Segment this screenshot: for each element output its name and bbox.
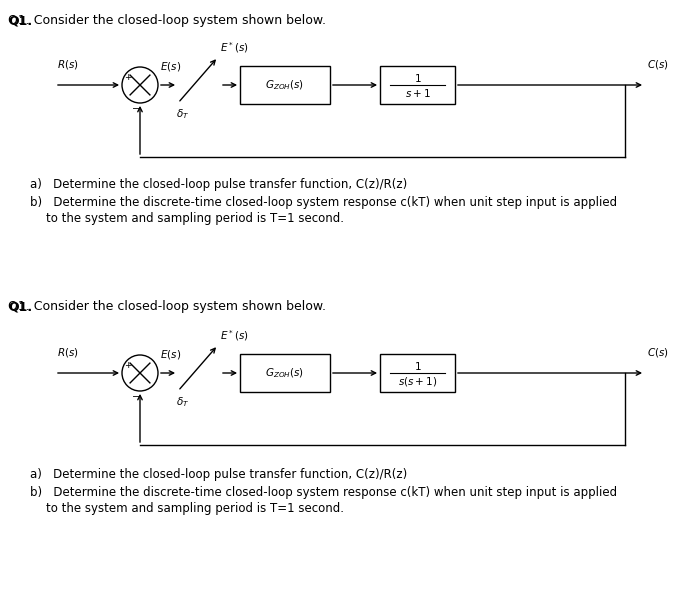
Text: b)   Determine the discrete-time closed-loop system response c(kT) when unit ste: b) Determine the discrete-time closed-lo… — [30, 486, 617, 499]
Text: b)   Determine the discrete-time closed-loop system response c(kT) when unit ste: b) Determine the discrete-time closed-lo… — [30, 196, 617, 209]
Text: to the system and sampling period is T=1 second.: to the system and sampling period is T=1… — [46, 212, 344, 225]
Text: $C(s)$: $C(s)$ — [647, 346, 668, 359]
Text: $E(s)$: $E(s)$ — [160, 348, 181, 361]
FancyBboxPatch shape — [380, 354, 455, 392]
Text: to the system and sampling period is T=1 second.: to the system and sampling period is T=1… — [46, 502, 344, 515]
FancyBboxPatch shape — [240, 354, 330, 392]
Text: $R(s)$: $R(s)$ — [57, 346, 79, 359]
Text: Q1. Consider the closed-loop system shown below.: Q1. Consider the closed-loop system show… — [8, 300, 326, 313]
Text: $s(s+1)$: $s(s+1)$ — [398, 375, 438, 388]
Text: $\delta_T$: $\delta_T$ — [176, 395, 189, 409]
Text: $C(s)$: $C(s)$ — [647, 58, 668, 71]
Text: $E(s)$: $E(s)$ — [160, 60, 181, 73]
Text: +: + — [124, 73, 132, 82]
Text: a)   Determine the closed-loop pulse transfer function, C(z)/R(z): a) Determine the closed-loop pulse trans… — [30, 178, 407, 191]
Text: $R(s)$: $R(s)$ — [57, 58, 79, 71]
Text: $E^*(s)$: $E^*(s)$ — [220, 40, 248, 55]
Text: −: − — [132, 104, 140, 114]
Text: a)   Determine the closed-loop pulse transfer function, C(z)/R(z): a) Determine the closed-loop pulse trans… — [30, 468, 407, 481]
FancyBboxPatch shape — [380, 66, 455, 104]
Text: $E^*(s)$: $E^*(s)$ — [220, 328, 248, 343]
FancyBboxPatch shape — [240, 66, 330, 104]
Text: $G_{ZOH}(s)$: $G_{ZOH}(s)$ — [265, 78, 304, 92]
Text: Q1.: Q1. — [8, 14, 32, 27]
Text: $1$: $1$ — [414, 360, 421, 372]
Text: $s+1$: $s+1$ — [405, 87, 430, 99]
Text: $G_{ZOH}(s)$: $G_{ZOH}(s)$ — [265, 366, 304, 380]
Text: Q1. Consider the closed-loop system shown below.: Q1. Consider the closed-loop system show… — [8, 14, 326, 27]
Text: Q1.: Q1. — [8, 300, 32, 313]
Text: +: + — [124, 361, 132, 370]
Text: $\delta_T$: $\delta_T$ — [176, 107, 189, 121]
Text: $1$: $1$ — [414, 72, 421, 84]
Text: −: − — [132, 392, 140, 402]
